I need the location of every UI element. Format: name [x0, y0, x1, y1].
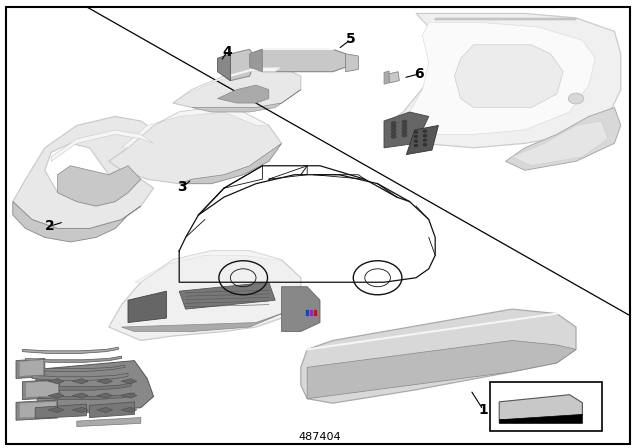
Polygon shape: [97, 407, 113, 413]
Polygon shape: [406, 125, 438, 155]
Polygon shape: [109, 251, 301, 340]
Polygon shape: [35, 361, 154, 417]
Polygon shape: [90, 402, 134, 418]
Polygon shape: [35, 383, 131, 390]
Polygon shape: [454, 45, 563, 108]
Polygon shape: [72, 379, 88, 384]
Circle shape: [391, 135, 396, 138]
Text: 3: 3: [177, 180, 188, 194]
Circle shape: [568, 93, 584, 104]
Circle shape: [423, 130, 427, 133]
Polygon shape: [346, 54, 358, 72]
Polygon shape: [22, 379, 60, 400]
Circle shape: [402, 120, 407, 124]
Circle shape: [414, 135, 418, 138]
Circle shape: [423, 143, 427, 146]
Polygon shape: [72, 407, 88, 413]
Text: 4: 4: [222, 44, 232, 59]
Polygon shape: [122, 300, 294, 332]
Polygon shape: [282, 287, 320, 332]
Polygon shape: [19, 360, 44, 376]
Polygon shape: [499, 414, 582, 423]
Polygon shape: [13, 116, 160, 228]
Polygon shape: [384, 71, 389, 84]
Polygon shape: [109, 108, 282, 184]
Polygon shape: [384, 13, 621, 148]
Bar: [490, 382, 602, 431]
Polygon shape: [97, 379, 113, 384]
Polygon shape: [19, 401, 56, 418]
Polygon shape: [29, 365, 125, 371]
Text: 5: 5: [346, 32, 356, 47]
Polygon shape: [179, 282, 275, 309]
Circle shape: [402, 124, 407, 127]
Polygon shape: [48, 407, 64, 413]
Text: 2: 2: [45, 219, 55, 233]
Polygon shape: [306, 310, 309, 316]
Text: 1: 1: [478, 403, 488, 417]
Polygon shape: [16, 358, 45, 379]
Polygon shape: [38, 393, 134, 400]
Polygon shape: [512, 121, 608, 166]
Polygon shape: [218, 85, 269, 103]
Circle shape: [391, 128, 396, 132]
Polygon shape: [26, 381, 58, 397]
Polygon shape: [388, 72, 399, 83]
Polygon shape: [384, 112, 429, 148]
Circle shape: [423, 139, 427, 142]
Polygon shape: [48, 379, 64, 384]
Circle shape: [402, 130, 407, 134]
Text: 487404: 487404: [299, 432, 341, 442]
Polygon shape: [58, 166, 141, 206]
Polygon shape: [26, 356, 122, 362]
Polygon shape: [51, 130, 154, 161]
Circle shape: [402, 127, 407, 130]
Polygon shape: [506, 108, 621, 170]
Polygon shape: [301, 309, 576, 403]
Circle shape: [414, 144, 418, 147]
Polygon shape: [499, 395, 582, 420]
Polygon shape: [314, 310, 317, 316]
Polygon shape: [121, 379, 137, 384]
Polygon shape: [35, 404, 86, 418]
Circle shape: [391, 121, 396, 125]
Polygon shape: [122, 108, 269, 148]
Polygon shape: [72, 393, 88, 398]
Polygon shape: [192, 90, 301, 112]
Circle shape: [423, 134, 427, 137]
Polygon shape: [77, 418, 141, 426]
Circle shape: [391, 132, 396, 135]
Polygon shape: [22, 347, 118, 353]
Polygon shape: [307, 340, 576, 399]
Polygon shape: [173, 67, 301, 108]
Polygon shape: [13, 202, 141, 242]
Text: 6: 6: [414, 67, 424, 81]
Polygon shape: [250, 49, 262, 72]
Polygon shape: [218, 54, 230, 81]
Polygon shape: [32, 373, 128, 380]
Polygon shape: [250, 49, 346, 72]
Polygon shape: [48, 393, 64, 398]
Polygon shape: [134, 251, 282, 282]
Polygon shape: [16, 400, 58, 420]
Circle shape: [391, 125, 396, 128]
Polygon shape: [410, 22, 595, 134]
Polygon shape: [218, 49, 256, 81]
Circle shape: [414, 131, 418, 134]
Polygon shape: [97, 393, 113, 398]
Polygon shape: [121, 393, 137, 398]
Circle shape: [402, 134, 407, 137]
Polygon shape: [310, 310, 313, 316]
Polygon shape: [121, 407, 137, 413]
Polygon shape: [179, 143, 282, 184]
Polygon shape: [435, 18, 576, 20]
Polygon shape: [128, 291, 166, 323]
Circle shape: [414, 140, 418, 142]
Polygon shape: [186, 67, 282, 94]
